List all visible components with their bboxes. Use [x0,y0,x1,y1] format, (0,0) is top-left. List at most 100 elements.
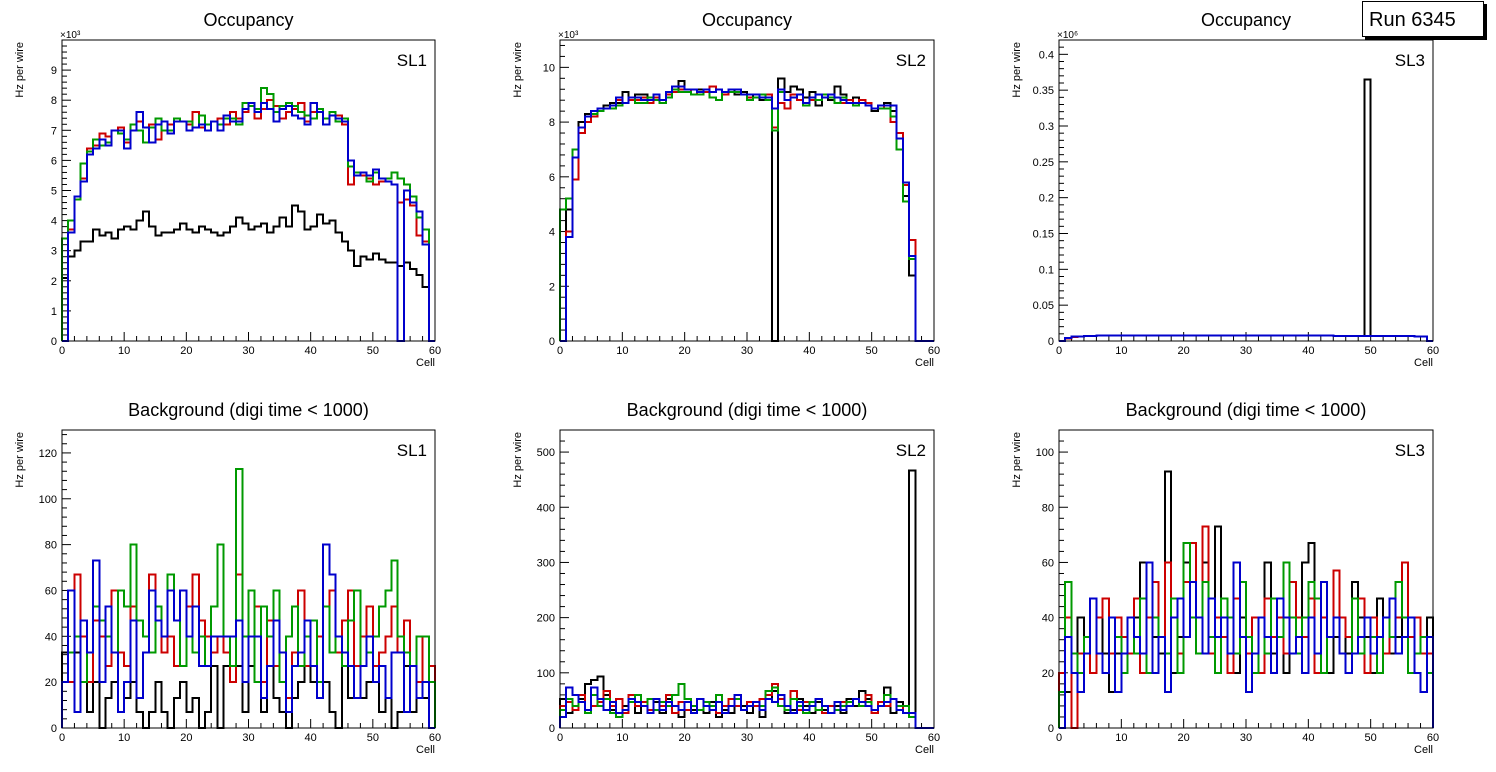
x-tick-label: 0 [59,345,65,357]
y-axis-label: Hz per wire [512,42,524,98]
y-tick-label: 100 [39,494,57,506]
y-tick-label: 0.35 [1033,85,1054,97]
x-tick-label: 10 [616,732,628,744]
plot-frame [1058,429,1434,729]
x-tick-label: 10 [118,732,130,744]
chart-panel-bkg-sl3: Background (digi time < 1000) SL3 Hz per w… [1011,400,1439,756]
y-tick-label: 0 [1048,336,1054,348]
histogram-series-layer-2 [560,85,934,342]
chart-title: Background (digi time < 1000) [627,400,868,420]
x-tick-label: 10 [616,345,628,357]
y-axis-label: Hz per wire [1011,42,1023,98]
x-tick-label: 40 [803,732,815,744]
y-tick-label: 300 [537,557,555,569]
x-tick-label: 0 [1056,732,1062,744]
x-tick-label: 20 [679,345,691,357]
x-tick-label: 60 [928,345,940,357]
plot-frame [61,39,436,342]
y-axis-label: Hz per wire [1011,432,1023,488]
y-axis-label: Hz per wire [512,432,524,488]
x-tick-label: 30 [242,732,254,744]
histogram-series-layer-3 [559,88,934,342]
superlayer-label: SL2 [896,51,926,70]
plot-frame [559,39,935,342]
x-tick-label: 30 [1240,732,1252,744]
x-tick-label: 30 [242,345,254,357]
histogram-series-layer-4 [61,543,435,729]
x-tick-label: 0 [557,345,563,357]
x-tick-label: 60 [429,732,441,744]
y-tick-label: 100 [537,668,555,680]
y-tick-label: 6 [51,155,57,167]
histogram-series-layer-4 [62,102,435,342]
y-tick-label: 5 [51,186,57,198]
chart-panel-occ-sl3: Occupancy SL3 Hz per wire Cell ×10⁶ 0 10 20 30 40… [1011,10,1439,369]
plot-frame [61,429,436,729]
y-tick-label: 60 [45,585,57,597]
x-tick-label: 60 [1427,345,1439,357]
y-tick-label: 2 [549,281,555,293]
x-tick-label: 20 [180,732,192,744]
x-tick-label: 10 [1115,732,1127,744]
x-tick-label: 40 [1302,345,1314,357]
x-tick-label: 50 [367,345,379,357]
y-tick-label: 0 [549,336,555,348]
y-tick-label: 60 [1042,557,1054,569]
y-tick-label: 2 [51,276,57,288]
x-tick-label: 40 [1302,732,1314,744]
y-exponent-label: ×10⁶ [1057,30,1078,41]
y-tick-label: 0 [51,336,57,348]
x-axis-label: Cell [915,744,934,756]
x-tick-label: 50 [866,345,878,357]
y-tick-label: 0.3 [1039,121,1054,133]
y-tick-label: 20 [45,677,57,689]
x-tick-label: 0 [59,732,65,744]
y-exponent-label: ×10³ [60,30,81,41]
x-tick-label: 10 [118,345,130,357]
chart-title: Background (digi time < 1000) [128,400,369,420]
run-label: Run 6345 [1369,9,1456,31]
y-exponent-label: ×10³ [558,30,579,41]
x-tick-label: 60 [1427,732,1439,744]
y-tick-label: 4 [51,216,57,228]
x-tick-label: 20 [679,732,691,744]
x-tick-label: 0 [557,732,563,744]
x-tick-label: 40 [305,345,317,357]
x-tick-label: 20 [180,345,192,357]
chart-title: Occupancy [702,10,792,30]
y-tick-label: 40 [45,631,57,643]
y-tick-label: 0.1 [1039,264,1054,276]
histogram-series-layer-4 [1059,561,1434,729]
histogram-series-layer-4 [560,85,934,342]
y-tick-label: 80 [1042,502,1054,514]
y-tick-label: 1 [51,306,57,318]
chart-title: Background (digi time < 1000) [1126,400,1367,420]
x-tick-label: 10 [1115,345,1127,357]
y-tick-label: 0 [51,723,57,735]
histogram-series-layer-1 [1059,78,1433,342]
y-tick-label: 3 [51,246,57,258]
superlayer-label: SL1 [397,51,427,70]
superlayer-label: SL3 [1395,51,1425,70]
y-tick-label: 0.05 [1033,300,1054,312]
chart-panel-bkg-sl2: Background (digi time < 1000) SL2 Hz per w… [512,400,940,756]
y-tick-label: 6 [549,172,555,184]
x-axis-label: Cell [915,357,934,369]
x-tick-label: 20 [1178,732,1190,744]
histogram-series-layer-1 [61,204,435,342]
chart-panel-bkg-sl1: Background (digi time < 1000) SL1 Hz per w… [14,400,441,756]
plot-frame [559,429,935,729]
histogram-series-layer-4 [559,686,934,729]
histogram-series-layer-1 [560,77,934,342]
y-tick-label: 20 [1042,668,1054,680]
histogram-series-layer-4 [1059,334,1433,342]
x-tick-label: 50 [367,732,379,744]
y-tick-label: 80 [45,540,57,552]
y-tick-label: 8 [51,95,57,107]
y-tick-label: 100 [1036,447,1054,459]
y-tick-label: 7 [51,125,57,137]
y-tick-label: 0.15 [1033,229,1054,241]
